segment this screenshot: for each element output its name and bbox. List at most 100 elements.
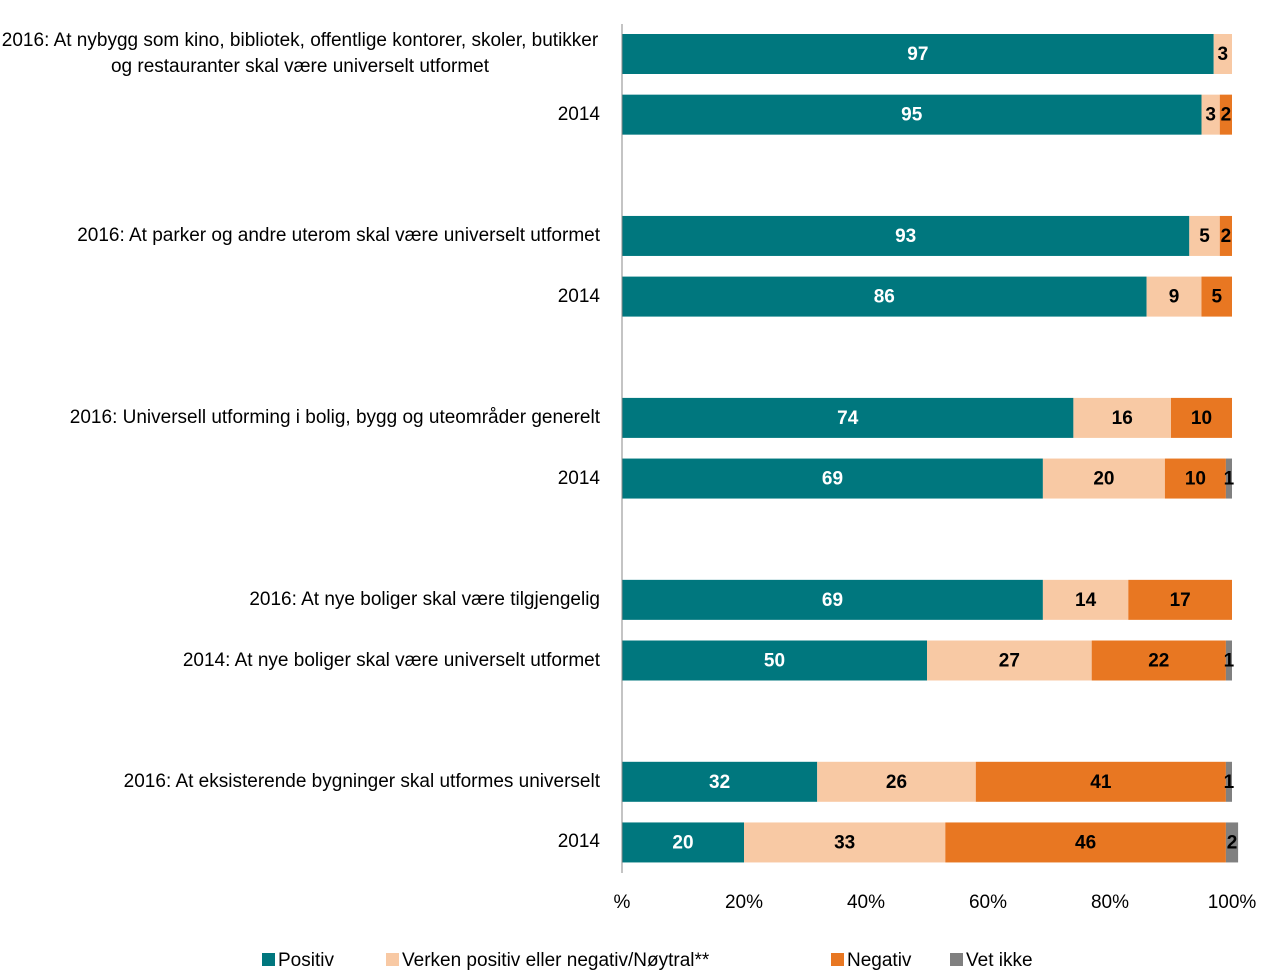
bar-segment — [1073, 397, 1171, 438]
bar-segment — [1201, 94, 1220, 135]
legend-label: Negativ — [847, 950, 912, 971]
data-label: 20 — [1093, 469, 1114, 490]
y-tick-label: 2016: At parker og andre uterom skal vær… — [77, 224, 600, 246]
data-label: 69 — [822, 469, 843, 490]
bar-segment — [1164, 458, 1226, 499]
y-tick-label: 2014 — [557, 285, 600, 307]
legend-swatch — [950, 953, 963, 966]
data-label: 22 — [1148, 651, 1169, 672]
y-tick-label: 2014 — [557, 103, 600, 125]
data-label: 2 — [1221, 226, 1232, 247]
x-tick-label: 60% — [969, 892, 1007, 913]
data-label: 93 — [895, 226, 916, 247]
y-tick-label: 2014: At nye boliger skal være universel… — [182, 649, 600, 671]
bar-segment — [1128, 579, 1232, 620]
bar-segment — [1225, 761, 1232, 802]
data-label: 32 — [709, 772, 730, 793]
data-label: 10 — [1191, 408, 1212, 429]
data-label: 95 — [901, 105, 923, 126]
category-label-box: 2016: Universell utforming i bolig, bygg… — [0, 405, 600, 431]
data-label: 1 — [1224, 651, 1235, 672]
bar-segment — [1225, 640, 1232, 681]
bar-segment — [622, 94, 1202, 135]
bar-segment — [622, 822, 744, 863]
bar-segment — [1042, 458, 1165, 499]
bar-segment — [622, 579, 1043, 620]
data-label: 17 — [1170, 590, 1191, 611]
x-tick-label: 80% — [1091, 892, 1129, 913]
data-label: 97 — [907, 44, 928, 65]
data-label: 41 — [1090, 772, 1112, 793]
bar-segment — [622, 397, 1074, 438]
bar-segment — [1171, 397, 1232, 438]
data-label: 16 — [1112, 408, 1133, 429]
bar-segment — [1219, 215, 1232, 256]
data-label: 33 — [834, 832, 855, 853]
legend-swatch — [386, 953, 399, 966]
data-label: 26 — [886, 772, 907, 793]
bar-segment — [622, 215, 1190, 256]
category-label-box: 2016: At parker og andre uterom skal vær… — [0, 223, 600, 249]
data-label: 1 — [1224, 772, 1235, 793]
y-tick-label: 2016: Universell utforming i bolig, bygg… — [69, 406, 600, 428]
legend-label: Vet ikke — [966, 950, 1033, 971]
bar-segment — [975, 761, 1226, 802]
legend-label: Verken positiv eller negativ/Nøytral** — [402, 950, 710, 971]
x-tick-label: 20% — [725, 892, 763, 913]
y-tick-label: 2016: At nybygg som kino, bibliotek, off… — [1, 30, 599, 77]
data-label: 5 — [1199, 226, 1210, 247]
category-label-box: 2016: At nybygg som kino, bibliotek, off… — [0, 28, 600, 80]
y-tick-label: 2014 — [557, 467, 600, 489]
y-tick-label: 2016: At nye boliger skal være tilgjenge… — [249, 588, 600, 610]
bar-segment — [1042, 579, 1129, 620]
data-label: 9 — [1169, 287, 1180, 308]
bar-segment — [622, 640, 927, 681]
category-label-box: 2016: At nye boliger skal være tilgjenge… — [0, 587, 600, 613]
legend-label: Positiv — [278, 950, 334, 971]
legend-swatch — [831, 953, 844, 966]
data-label: 27 — [999, 651, 1020, 672]
bar-segment — [927, 640, 1092, 681]
bar-segment — [622, 458, 1043, 499]
bar-segment — [622, 34, 1214, 74]
category-label-box: 2014: At nye boliger skal være universel… — [0, 648, 600, 674]
data-label: 3 — [1205, 105, 1216, 126]
bar-segment — [1189, 215, 1220, 256]
data-label: 50 — [764, 651, 785, 672]
x-tick-label: % — [614, 892, 631, 913]
data-label: 2 — [1227, 832, 1238, 853]
x-tick-label: 40% — [847, 892, 885, 913]
bar-segment — [1219, 94, 1232, 135]
category-label-box: 2014 — [0, 102, 600, 128]
legend-swatch — [262, 953, 275, 966]
bar-segment — [1201, 276, 1232, 317]
data-label: 74 — [837, 408, 859, 429]
data-label: 1 — [1224, 469, 1235, 490]
bar-segment — [1091, 640, 1226, 681]
bar-segment — [945, 822, 1226, 863]
data-label: 3 — [1218, 44, 1229, 65]
x-tick-label: 100% — [1208, 892, 1257, 913]
data-label: 46 — [1075, 832, 1096, 853]
category-label-box: 2014 — [0, 466, 600, 492]
data-label: 2 — [1221, 105, 1232, 126]
data-label: 69 — [822, 590, 843, 611]
bar-segment — [622, 276, 1147, 317]
category-label-box: 2016: At eksisterende bygninger skal utf… — [0, 769, 600, 795]
category-label-box: 2014 — [0, 284, 600, 310]
bar-segment — [1146, 276, 1202, 317]
bar-segment — [817, 761, 976, 802]
data-label: 20 — [672, 832, 693, 853]
data-label: 5 — [1211, 287, 1222, 308]
bar-segment — [744, 822, 946, 863]
data-label: 86 — [874, 287, 895, 308]
bar-segment — [622, 761, 818, 802]
category-label-box: 2014 — [0, 829, 600, 855]
bar-segment — [1225, 458, 1232, 499]
y-tick-label: 2016: At eksisterende bygninger skal utf… — [123, 770, 600, 792]
data-label: 14 — [1075, 590, 1097, 611]
bar-segment — [1213, 34, 1232, 74]
data-label: 10 — [1185, 469, 1206, 490]
